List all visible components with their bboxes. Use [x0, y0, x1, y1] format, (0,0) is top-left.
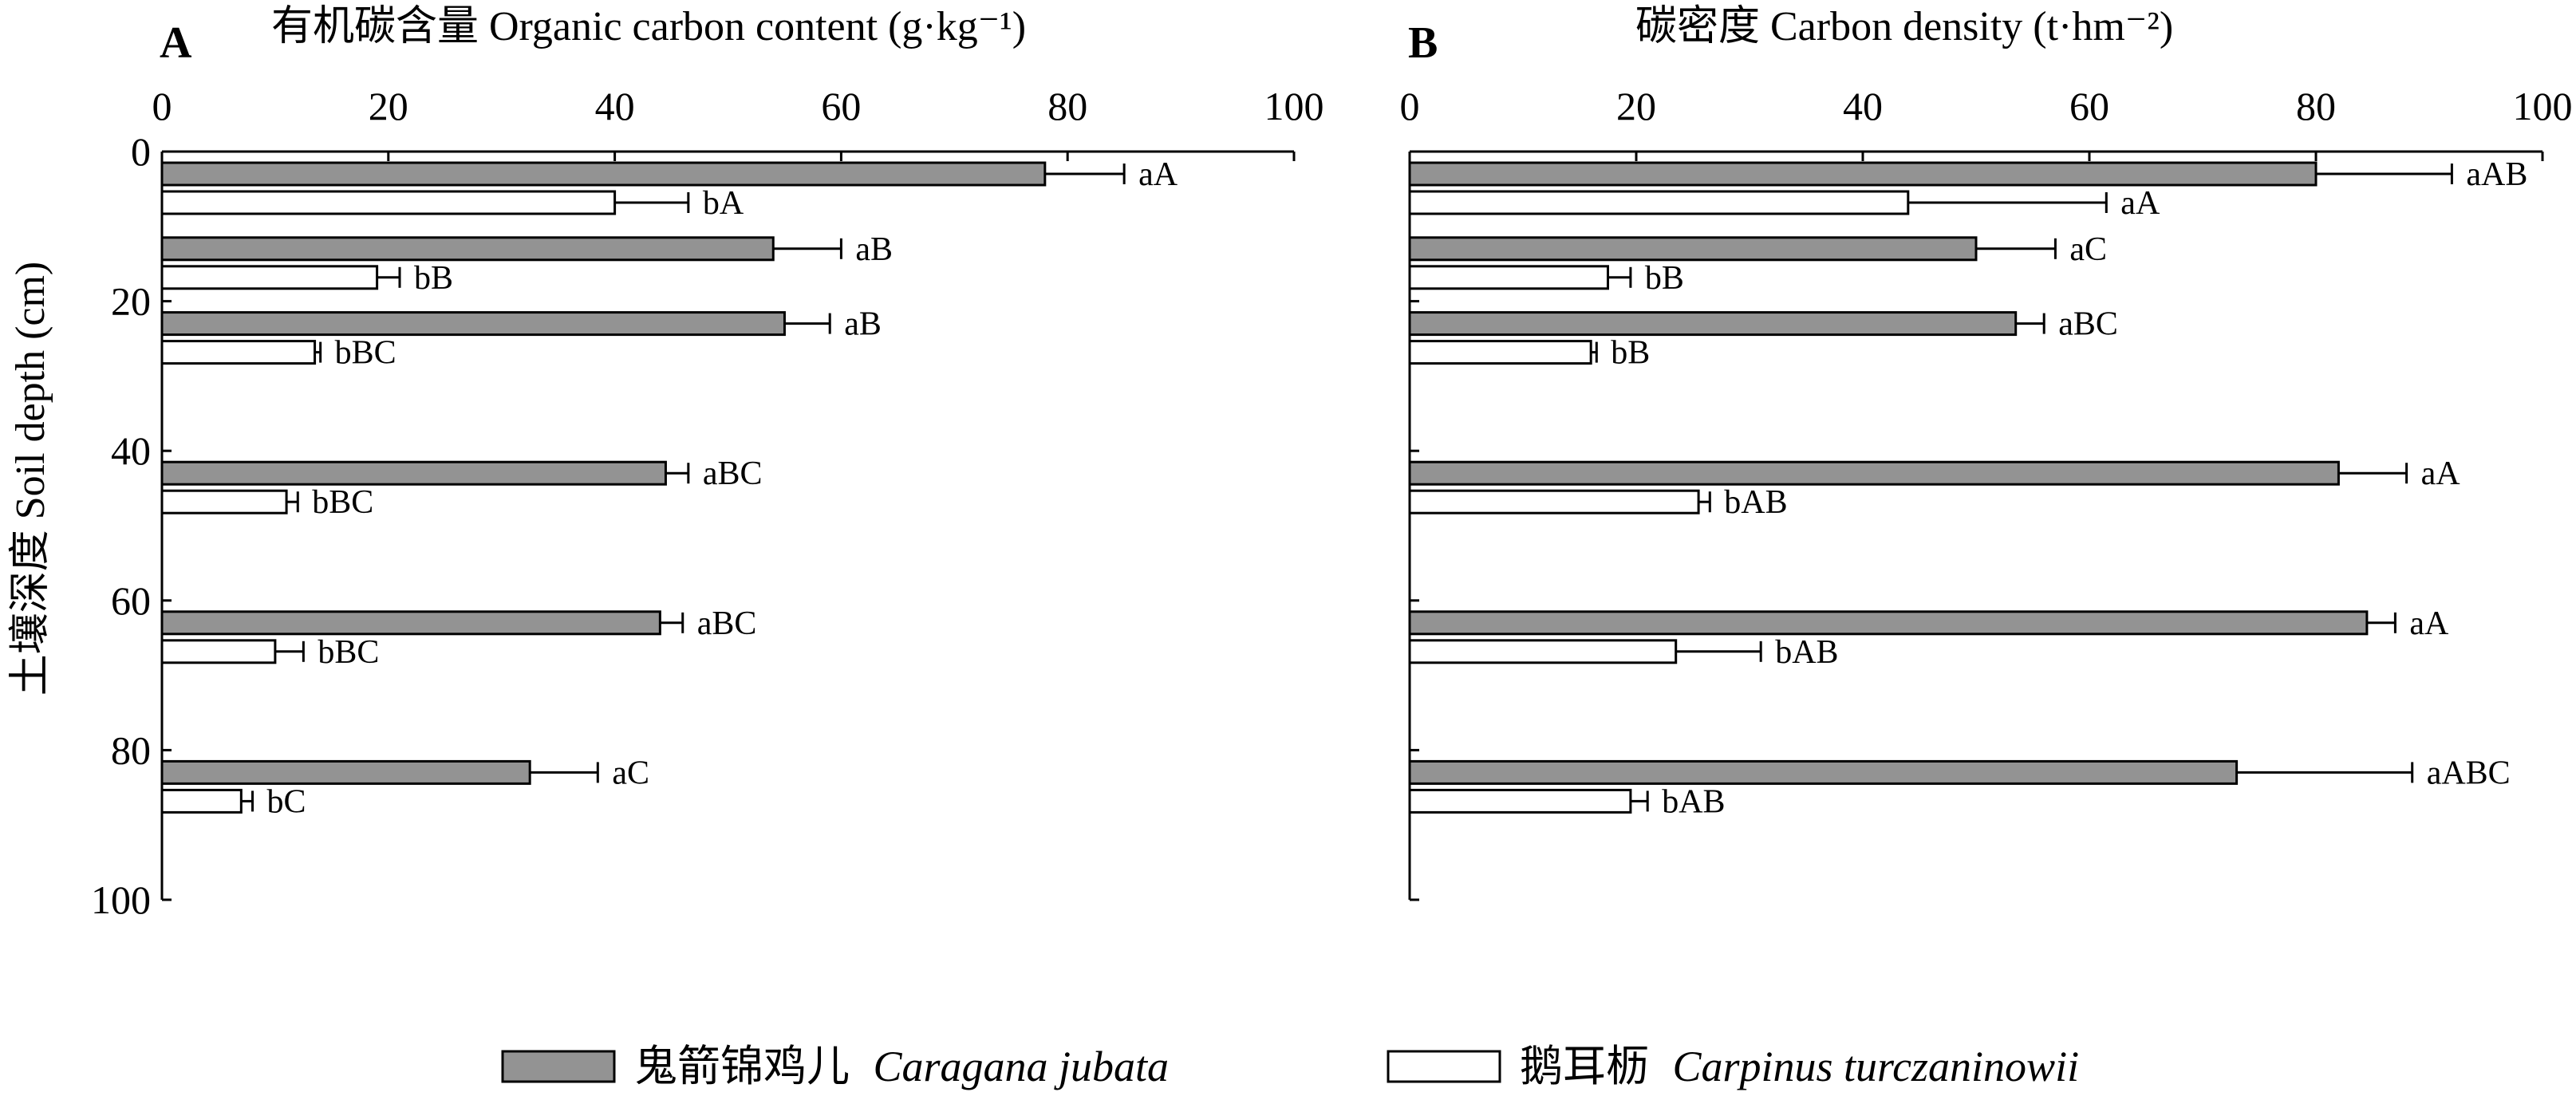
panel-b-x-tick-label: 60	[2069, 84, 2109, 128]
panel-b-bar-carpinus-60	[1408, 639, 1678, 664]
panel-b-bar-caragana-60	[1408, 610, 2369, 636]
panel-b-sig-label: bB	[1645, 260, 1684, 297]
legend: 鬼箭锦鸡儿 Caragana jubata 鹅耳枥 Carpinus turcz…	[501, 1043, 2079, 1090]
panel-b-bar-caragana-10	[1408, 236, 1978, 262]
panel-b-bar-carpinus-0	[1408, 190, 1910, 215]
panel-b-bar-caragana-40	[1408, 460, 2340, 486]
panel-a-sig-label: aBC	[697, 605, 757, 642]
panel-b-x-tick-label: 20	[1616, 84, 1656, 128]
panel-b-sig-label: aBC	[2058, 306, 2118, 343]
panel-b-bar-carpinus-80	[1408, 788, 1632, 814]
legend-label-caragana-latin: Caragana jubata	[874, 1043, 1170, 1090]
panel-a-bar-carpinus-60	[160, 639, 277, 664]
panel-b-plot: 0 20 40 60 80 100 aAB aA aC bB aBC bB aA bAB aA bAB aABC…	[1400, 84, 2573, 901]
panel-a-sig-label: bBC	[312, 484, 373, 521]
panel-b-bar-carpinus-10	[1408, 265, 1609, 290]
legend-label-carpinus-cn: 鹅耳枥	[1520, 1043, 1649, 1090]
panel-a-bar-caragana-20	[160, 311, 786, 337]
panel-b-bar-carpinus-40	[1408, 489, 1700, 514]
panel-a-x-tick-label: 40	[595, 84, 635, 128]
panel-b-x-tick-label: 0	[1400, 84, 1420, 128]
panel-a-bar-carpinus-40	[160, 489, 288, 514]
legend-label-carpinus: 鹅耳枥 Carpinus turczaninowii	[1520, 1043, 2079, 1090]
panel-b-sig-label: aA	[2421, 455, 2461, 492]
panel-b-x-tick-label: 40	[1843, 84, 1883, 128]
panel-b-bar-caragana-0	[1408, 161, 2318, 187]
panel-a-bar-caragana-80	[160, 759, 531, 785]
panel-a-sig-label: bBC	[318, 634, 379, 671]
panel-a-x-tick-label: 20	[369, 84, 408, 128]
panel-a-letter: A	[160, 18, 192, 68]
panel-b-title: 碳密度 Carbon density (t·hm⁻²)	[1635, 4, 2173, 49]
panel-a-bar-carpinus-20	[160, 340, 317, 365]
panel-b-bar-caragana-80	[1408, 759, 2239, 785]
panel-a-sig-label: bA	[703, 185, 744, 222]
panel-a-y-tick-label: 100	[91, 877, 151, 922]
panel-b-x-tick-label: 80	[2296, 84, 2336, 128]
panel-a-sig-label: aBC	[703, 455, 763, 492]
legend-swatch-carpinus	[1387, 1050, 1501, 1083]
panel-a-title: 有机碳含量 Organic carbon content (g·kg⁻¹)	[271, 4, 1026, 49]
panel-a-sig-label: aA	[1138, 156, 1178, 193]
panel-a-y-tick-label: 80	[111, 727, 151, 772]
panel-b-bar-caragana-20	[1408, 311, 2018, 337]
panel-a-bar-caragana-60	[160, 610, 661, 636]
panel-a-bar-carpinus-10	[160, 265, 379, 290]
panel-b-sig-label: aA	[2409, 605, 2449, 642]
panel-a-y-tick-label: 0	[131, 129, 151, 174]
panel-b-x-tick-label: 100	[2513, 84, 2573, 128]
panel-a-bar-carpinus-0	[160, 190, 617, 215]
panel-a-y-tick-label: 60	[111, 578, 151, 623]
legend-label-caragana-cn: 鬼箭锦鸡儿	[634, 1043, 850, 1090]
panel-a-bar-caragana-10	[160, 236, 775, 262]
panel-a-x-tick-label: 100	[1264, 84, 1324, 128]
panel-b-letter: B	[1408, 18, 1438, 68]
panel-b-sig-label: bB	[1611, 335, 1650, 372]
panel-a-x-tick-label: 60	[821, 84, 861, 128]
panel-b-sig-label: bAB	[1724, 484, 1787, 521]
panel-a-bar-carpinus-80	[160, 788, 243, 814]
panel-a-y-tick-label: 40	[111, 428, 151, 473]
panel-a-x-tick-label: 80	[1047, 84, 1087, 128]
panel-b-sig-label: aC	[2069, 231, 2107, 268]
panel-b-bar-carpinus-20	[1408, 340, 1592, 365]
panel-a-sig-label: bBC	[335, 335, 396, 372]
panel-b-sig-label: bAB	[1662, 783, 1725, 820]
panel-a-x-tick-label: 0	[152, 84, 172, 128]
panel-a-sig-label: aB	[855, 231, 893, 268]
panel-b-sig-label: bAB	[1775, 634, 1838, 671]
legend-swatch-caragana	[501, 1050, 616, 1083]
panel-a-plot: 0 20 40 60 80 100 0 20 40 60 80 100 aA bA aB bB aB bBC aBC…	[91, 84, 1324, 922]
panel-a-sig-label: aB	[844, 306, 882, 343]
panel-a-sig-label: bB	[414, 260, 453, 297]
panel-a-bar-caragana-40	[160, 460, 667, 486]
legend-label-carpinus-latin: Carpinus turczaninowii	[1673, 1043, 2080, 1090]
panel-b-sig-label: aAB	[2466, 156, 2527, 193]
panel-b-sig-label: aABC	[2427, 755, 2511, 791]
panel-b-sig-label: aA	[2120, 185, 2160, 222]
y-axis-title: 土壤深度 Soil depth (cm)	[8, 262, 53, 696]
panel-a-sig-label: bC	[267, 783, 306, 820]
panel-a-y-tick-label: 20	[111, 279, 151, 324]
panel-a-sig-label: aC	[612, 755, 649, 791]
legend-label-caragana: 鬼箭锦鸡儿 Caragana jubata	[634, 1043, 1169, 1090]
panel-a-bar-caragana-0	[160, 161, 1047, 187]
